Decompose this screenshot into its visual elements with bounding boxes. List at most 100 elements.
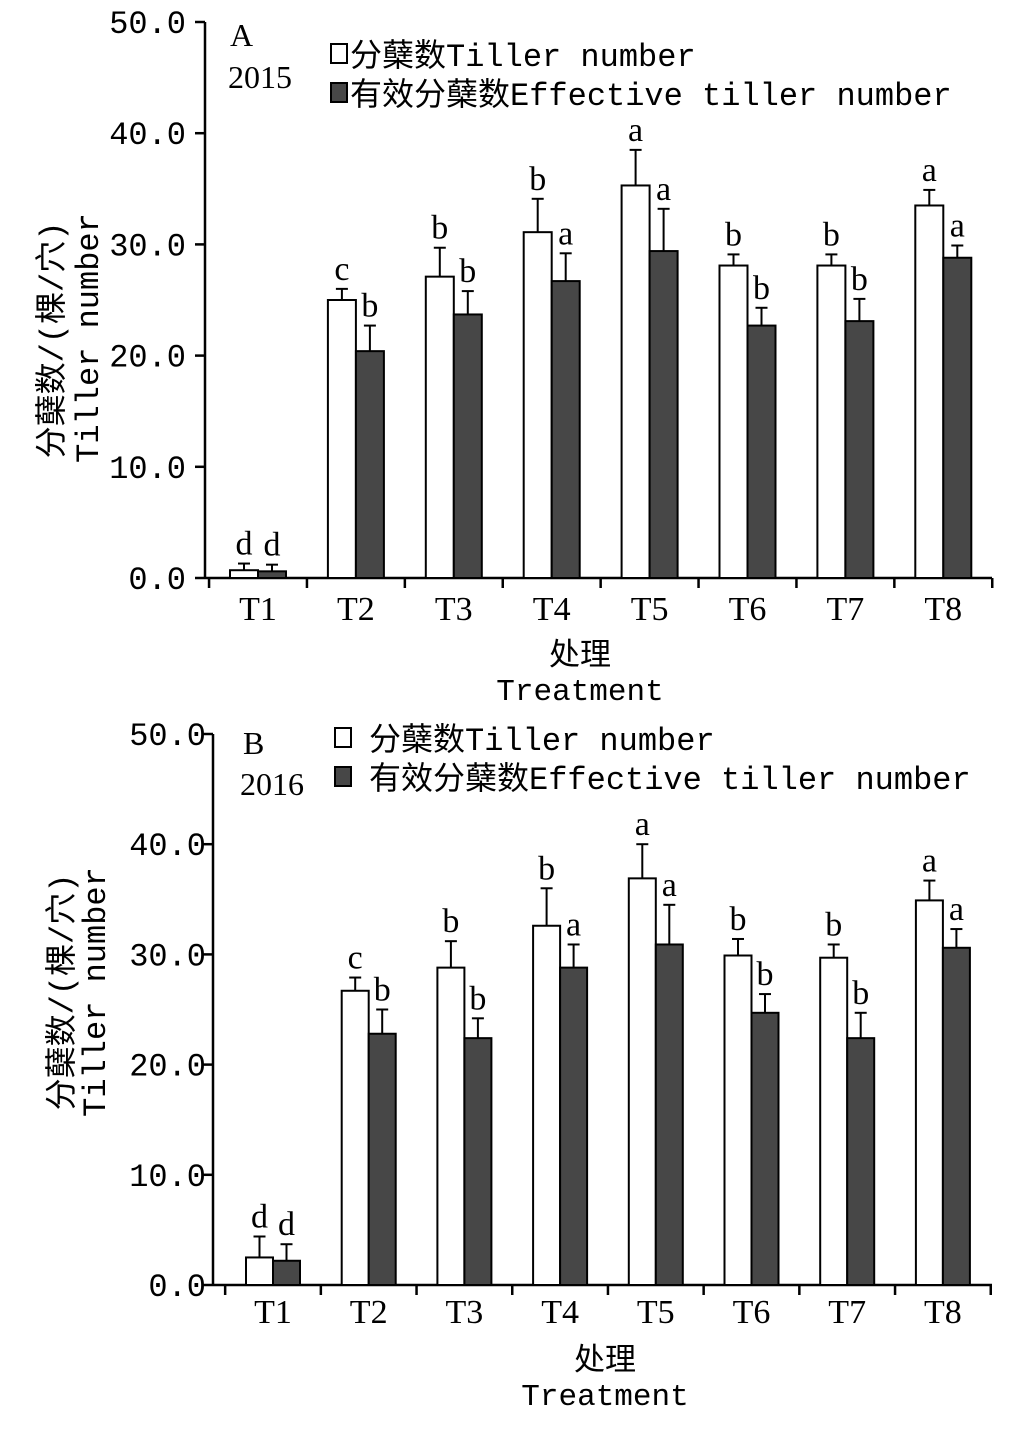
panel-a-y-tick-label: 0.0	[128, 562, 186, 599]
panel-b-category-label: T4	[541, 1294, 579, 1331]
panel-a-category-label: T6	[729, 591, 767, 628]
panel-a-year: 2015	[228, 59, 292, 95]
panel-a-y-tick-label: 20.0	[109, 340, 186, 377]
panel-a-t7-effective-tiller-bar	[844, 320, 875, 579]
panel-a-t7-tiller-bar	[816, 264, 847, 579]
panel-b-t2-effective-tiller-significance-letter: b	[374, 972, 391, 1009]
panel-a-category-label: T4	[533, 591, 571, 628]
panel-a-t2-tiller-significance-letter: c	[334, 251, 349, 288]
panel-b-x-axis-title-en: Treatment	[521, 1380, 688, 1415]
panel-a-t7-tiller-significance-letter: b	[823, 216, 840, 253]
panel-b-category-label: T8	[924, 1294, 962, 1331]
panel-a-t3-tiller-significance-letter: b	[431, 210, 448, 247]
panel-b-y-axis-title-en: Tiller number	[78, 867, 115, 1117]
panel-a-t3-tiller-bar	[424, 275, 455, 579]
panel-a-t5-effective-tiller-significance-letter: a	[656, 171, 671, 208]
panel-b-y-tick-label: 10.0	[129, 1159, 206, 1196]
panel-b-t7-tiller-bar	[819, 956, 849, 1286]
panel-b-t3-effective-tiller-significance-letter: b	[469, 980, 486, 1017]
panel-a-category-label: T5	[631, 591, 669, 628]
panel-b-t5-tiller-significance-letter: a	[635, 806, 650, 843]
panel-b-t2-effective-tiller-bar	[367, 1032, 397, 1287]
panel-b-label: B	[243, 725, 264, 761]
panel-a-category-label: T1	[239, 591, 277, 628]
panel-b-t7-effective-tiller-bar	[846, 1037, 876, 1286]
panel-b-legend-label-effective-tiller: 有效分蘖数Effective tiller number	[369, 761, 971, 799]
panel-a-t3-effective-tiller-bar	[452, 313, 483, 579]
panel-a-x-axis-title-en: Treatment	[496, 675, 663, 710]
panel-a-legend-swatch-tiller	[330, 43, 348, 64]
panel-a-t5-effective-tiller-bar	[648, 250, 679, 580]
panel-b-category-label: T3	[446, 1294, 484, 1331]
panel-b-t6-effective-tiller-bar	[750, 1011, 780, 1287]
panel-a-category-label: T7	[827, 591, 865, 628]
panel-b-legend-label-tiller: 分蘖数Tiller number	[369, 722, 715, 760]
panel-a-t6-tiller-bar	[718, 264, 749, 579]
panel-b-chart: 0.0 10.0 20.0 30.0 40.0 50.0 T1 T2 T3 T4 T5 T6 T7 T8 d…	[44, 718, 992, 1415]
panel-b-t4-effective-tiller-bar	[559, 966, 589, 1287]
panel-a-y-axis-title-en: Tiller number	[71, 213, 108, 463]
panel-a-t5-tiller-significance-letter: a	[628, 112, 643, 149]
panel-b-t8-effective-tiller-significance-letter: a	[949, 891, 964, 928]
panel-a-t8-tiller-bar	[914, 204, 945, 579]
panel-a-t6-effective-tiller-bar	[746, 324, 777, 579]
panel-b-t6-tiller-bar	[723, 954, 753, 1286]
panel-a-t1-tiller-bar	[229, 569, 259, 580]
panel-b-t6-tiller-significance-letter: b	[730, 901, 747, 938]
panel-a-t6-tiller-significance-letter: b	[725, 216, 742, 253]
panel-a-y-tick-label: 30.0	[109, 228, 186, 265]
panel-b-t8-effective-tiller-bar	[941, 946, 971, 1287]
panel-a-y-tick-label: 50.0	[109, 6, 186, 43]
panel-a-t6-effective-tiller-significance-letter: b	[753, 270, 770, 307]
panel-b-category-label: T6	[733, 1294, 771, 1331]
panel-b-t2-tiller-bar	[340, 989, 370, 1286]
panel-b-t8-tiller-significance-letter: a	[922, 843, 937, 880]
panel-b-t3-tiller-bar	[436, 966, 466, 1287]
panel-b-x-axis-title-cn: 处理	[574, 1343, 636, 1380]
panel-a-legend-label-effective-tiller: 有效分蘖数Effective tiller number	[350, 77, 952, 115]
panel-a-t2-effective-tiller-significance-letter: b	[361, 288, 378, 325]
panel-b-category-label: T5	[637, 1294, 675, 1331]
panel-a-category-label: T2	[337, 591, 375, 628]
panel-b-year: 2016	[240, 766, 304, 802]
panel-b-y-tick-label: 30.0	[129, 938, 206, 975]
panel-a-t4-effective-tiller-bar	[550, 280, 581, 579]
panel-b-t2-tiller-significance-letter: c	[348, 940, 363, 977]
panel-a-t7-effective-tiller-significance-letter: b	[851, 261, 868, 298]
panel-b-y-tick-label: 20.0	[129, 1049, 206, 1086]
panel-b-t4-tiller-significance-letter: b	[538, 850, 555, 887]
panel-a-legend-label-tiller: 分蘖数Tiller number	[350, 38, 696, 76]
panel-a-category-label: T3	[435, 591, 473, 628]
panel-a-t8-effective-tiller-bar	[942, 256, 973, 579]
panel-a-label: A	[230, 17, 253, 53]
panel-a-chart: 0.0 10.0 20.0 30.0 40.0 50.0 T1 T2 T3 T4 T5 T6 T7 T8 d…	[34, 6, 994, 710]
panel-a-y-tick-label: 10.0	[109, 451, 186, 488]
panel-a-y-tick-label: 40.0	[109, 117, 186, 154]
panel-b-t4-effective-tiller-significance-letter: a	[566, 906, 581, 943]
panel-a-t8-tiller-significance-letter: a	[922, 152, 937, 189]
panel-a-t4-tiller-significance-letter: b	[529, 161, 546, 198]
panel-b-legend-swatch-tiller	[334, 727, 352, 748]
panel-b-category-label: T7	[828, 1294, 866, 1331]
panel-a-legend-swatch-effective-tiller	[330, 82, 348, 103]
panel-b-t1-tiller-bar	[245, 1256, 274, 1286]
panel-b-t1-effective-tiller-bar	[272, 1259, 301, 1286]
panel-a-y-axis-title-cn: 分蘖数/(棵/穴)	[34, 222, 72, 459]
panel-a-category-label: T8	[924, 591, 962, 628]
panel-a-t2-tiller-bar	[326, 299, 357, 579]
panel-b-t8-tiller-bar	[914, 899, 944, 1286]
panel-b-category-label: T1	[254, 1294, 292, 1331]
panel-b-y-tick-label: 50.0	[129, 718, 206, 755]
panel-a-t2-effective-tiller-bar	[354, 350, 385, 580]
panel-a-t4-tiller-bar	[522, 231, 553, 579]
panel-a-t8-effective-tiller-significance-letter: a	[950, 208, 965, 245]
panel-b-t3-tiller-significance-letter: b	[442, 903, 459, 940]
panel-b-y-tick-label: 0.0	[148, 1269, 206, 1306]
panel-a-t4-effective-tiller-significance-letter: a	[558, 215, 573, 252]
panel-a-t1-effective-tiller-significance-letter: d	[264, 527, 281, 564]
panel-b-category-label: T2	[350, 1294, 388, 1331]
panel-b-t7-tiller-significance-letter: b	[825, 906, 842, 943]
panel-b-t5-tiller-bar	[627, 877, 657, 1286]
